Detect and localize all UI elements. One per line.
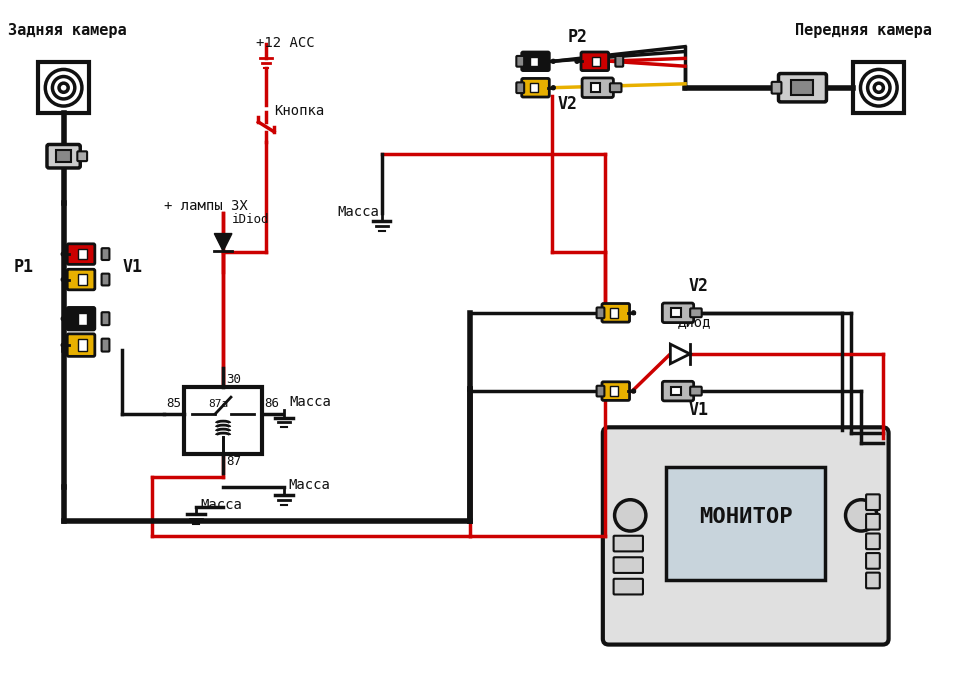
Text: 87a: 87a — [208, 399, 228, 409]
Circle shape — [875, 83, 883, 92]
FancyBboxPatch shape — [67, 244, 95, 265]
FancyBboxPatch shape — [67, 334, 95, 356]
FancyBboxPatch shape — [866, 573, 879, 588]
Text: 87: 87 — [226, 456, 241, 468]
FancyBboxPatch shape — [613, 557, 643, 573]
Text: Масса: Масса — [201, 498, 243, 512]
Bar — [79, 340, 86, 351]
FancyBboxPatch shape — [582, 78, 613, 97]
FancyBboxPatch shape — [602, 304, 630, 322]
Circle shape — [860, 69, 898, 106]
Text: Задняя камера: Задняя камера — [8, 23, 127, 38]
Text: МОНИТОР: МОНИТОР — [699, 508, 793, 527]
FancyBboxPatch shape — [613, 579, 643, 594]
Bar — [591, 83, 601, 92]
Text: P1: P1 — [13, 258, 34, 276]
Text: Масса: Масса — [290, 395, 331, 409]
FancyBboxPatch shape — [102, 274, 109, 286]
Text: +12 ACC: +12 ACC — [256, 36, 315, 50]
Circle shape — [575, 60, 579, 63]
Bar — [791, 80, 813, 95]
Bar — [79, 274, 86, 285]
Bar — [38, 62, 89, 113]
Text: Масса: Масса — [289, 478, 330, 492]
FancyBboxPatch shape — [866, 514, 879, 530]
FancyBboxPatch shape — [610, 83, 621, 92]
Circle shape — [45, 69, 82, 106]
FancyBboxPatch shape — [596, 386, 605, 396]
Bar — [57, 150, 71, 162]
Bar — [671, 386, 681, 395]
FancyBboxPatch shape — [866, 553, 879, 568]
Circle shape — [868, 76, 890, 99]
Bar — [592, 57, 600, 66]
Circle shape — [61, 252, 65, 256]
Bar — [184, 387, 262, 454]
Text: V2: V2 — [689, 277, 708, 295]
Text: 85: 85 — [166, 397, 181, 410]
FancyBboxPatch shape — [78, 151, 87, 161]
Bar — [666, 467, 826, 580]
FancyBboxPatch shape — [613, 536, 643, 552]
Text: V1: V1 — [689, 400, 708, 419]
Circle shape — [846, 500, 876, 531]
Circle shape — [61, 316, 65, 321]
Circle shape — [632, 389, 636, 393]
FancyBboxPatch shape — [47, 144, 81, 168]
FancyBboxPatch shape — [102, 312, 109, 325]
Circle shape — [632, 311, 636, 315]
Bar — [79, 248, 86, 260]
Bar — [671, 309, 681, 317]
FancyBboxPatch shape — [67, 270, 95, 290]
FancyBboxPatch shape — [866, 533, 879, 550]
Bar — [611, 386, 618, 395]
Text: Диод: Диод — [678, 316, 711, 330]
FancyBboxPatch shape — [521, 52, 549, 71]
FancyBboxPatch shape — [102, 248, 109, 260]
Text: iDiod: iDiod — [232, 213, 270, 226]
FancyBboxPatch shape — [521, 78, 549, 97]
Bar — [530, 57, 539, 66]
Text: 30: 30 — [226, 373, 241, 386]
Bar — [530, 83, 539, 92]
Text: P2: P2 — [567, 28, 588, 46]
Text: Передняя камера: Передняя камера — [795, 23, 931, 38]
Text: V1: V1 — [122, 258, 142, 276]
FancyBboxPatch shape — [662, 382, 694, 401]
Polygon shape — [670, 344, 690, 364]
FancyBboxPatch shape — [102, 339, 109, 351]
FancyBboxPatch shape — [516, 56, 524, 66]
Circle shape — [53, 76, 75, 99]
Circle shape — [59, 83, 68, 92]
Bar — [611, 308, 618, 318]
FancyBboxPatch shape — [581, 52, 609, 71]
Text: Кнопка: Кнопка — [274, 104, 324, 118]
FancyBboxPatch shape — [615, 56, 623, 66]
Text: V2: V2 — [558, 95, 578, 113]
Circle shape — [614, 500, 646, 531]
FancyBboxPatch shape — [603, 427, 889, 645]
Bar — [853, 62, 904, 113]
Bar — [79, 313, 86, 325]
FancyBboxPatch shape — [662, 303, 694, 323]
FancyBboxPatch shape — [690, 386, 702, 395]
Text: 86: 86 — [264, 397, 279, 410]
FancyBboxPatch shape — [690, 309, 702, 317]
Text: + лампы 3X: + лампы 3X — [164, 199, 248, 213]
FancyBboxPatch shape — [779, 74, 827, 102]
Polygon shape — [214, 234, 232, 251]
Circle shape — [551, 60, 555, 63]
FancyBboxPatch shape — [772, 82, 781, 94]
FancyBboxPatch shape — [516, 83, 524, 93]
Circle shape — [61, 278, 65, 281]
Circle shape — [551, 86, 555, 90]
FancyBboxPatch shape — [67, 307, 95, 330]
FancyBboxPatch shape — [866, 494, 879, 510]
Text: Масса: Масса — [338, 205, 379, 219]
FancyBboxPatch shape — [602, 382, 630, 400]
Circle shape — [61, 343, 65, 347]
FancyBboxPatch shape — [596, 307, 605, 318]
